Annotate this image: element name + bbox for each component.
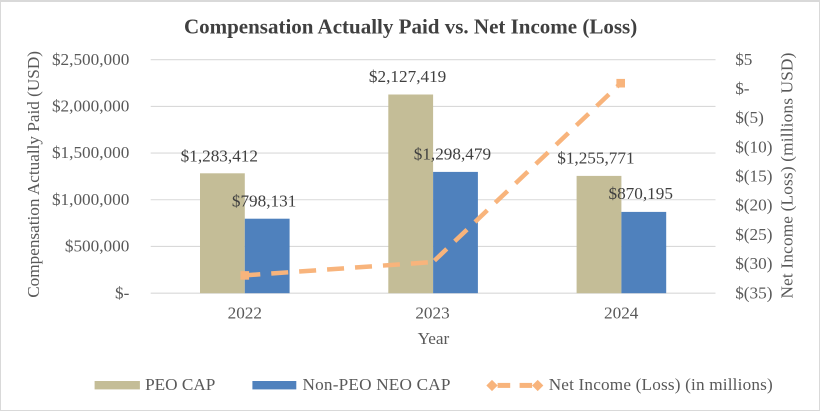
svg-text:2022: 2022 xyxy=(228,304,262,323)
svg-text:$798,131: $798,131 xyxy=(232,191,296,210)
svg-text:Net Income (Loss) (in millions: Net Income (Loss) (in millions) xyxy=(549,375,773,394)
svg-text:$1,500,000: $1,500,000 xyxy=(52,143,129,162)
svg-text:$(30): $(30) xyxy=(735,254,772,273)
svg-text:$-: $- xyxy=(115,283,130,302)
svg-text:$(35): $(35) xyxy=(735,283,772,302)
svg-text:Compensation Actually Paid vs.: Compensation Actually Paid vs. Net Incom… xyxy=(184,15,637,39)
svg-text:$(10): $(10) xyxy=(735,137,772,156)
svg-text:Net Income (Loss) (millions US: Net Income (Loss) (millions USD) xyxy=(778,52,797,298)
svg-text:$(5): $(5) xyxy=(735,108,764,127)
svg-text:$1,298,479: $1,298,479 xyxy=(414,145,491,164)
svg-text:$-: $- xyxy=(735,79,750,98)
svg-text:$1,000,000: $1,000,000 xyxy=(52,190,129,209)
svg-text:Non-PEO NEO CAP: Non-PEO NEO CAP xyxy=(303,375,451,394)
svg-text:2024: 2024 xyxy=(604,304,639,323)
svg-text:Compensation Actually Paid (US: Compensation Actually Paid (USD) xyxy=(24,51,43,298)
svg-text:$(15): $(15) xyxy=(735,167,772,186)
svg-text:$(25): $(25) xyxy=(735,225,772,244)
svg-text:$1,283,412: $1,283,412 xyxy=(181,146,258,165)
svg-text:$2,000,000: $2,000,000 xyxy=(52,97,129,116)
svg-text:PEO CAP: PEO CAP xyxy=(145,375,215,394)
svg-text:2023: 2023 xyxy=(415,304,449,323)
svg-text:$2,127,419: $2,127,419 xyxy=(369,67,446,86)
svg-text:$870,195: $870,195 xyxy=(608,184,672,203)
svg-text:Year: Year xyxy=(418,329,450,348)
svg-text:$500,000: $500,000 xyxy=(65,237,129,256)
svg-text:$1,255,771: $1,255,771 xyxy=(557,149,634,168)
svg-text:$2,500,000: $2,500,000 xyxy=(52,50,129,69)
svg-text:$5: $5 xyxy=(735,50,752,69)
svg-text:$(20): $(20) xyxy=(735,196,772,215)
